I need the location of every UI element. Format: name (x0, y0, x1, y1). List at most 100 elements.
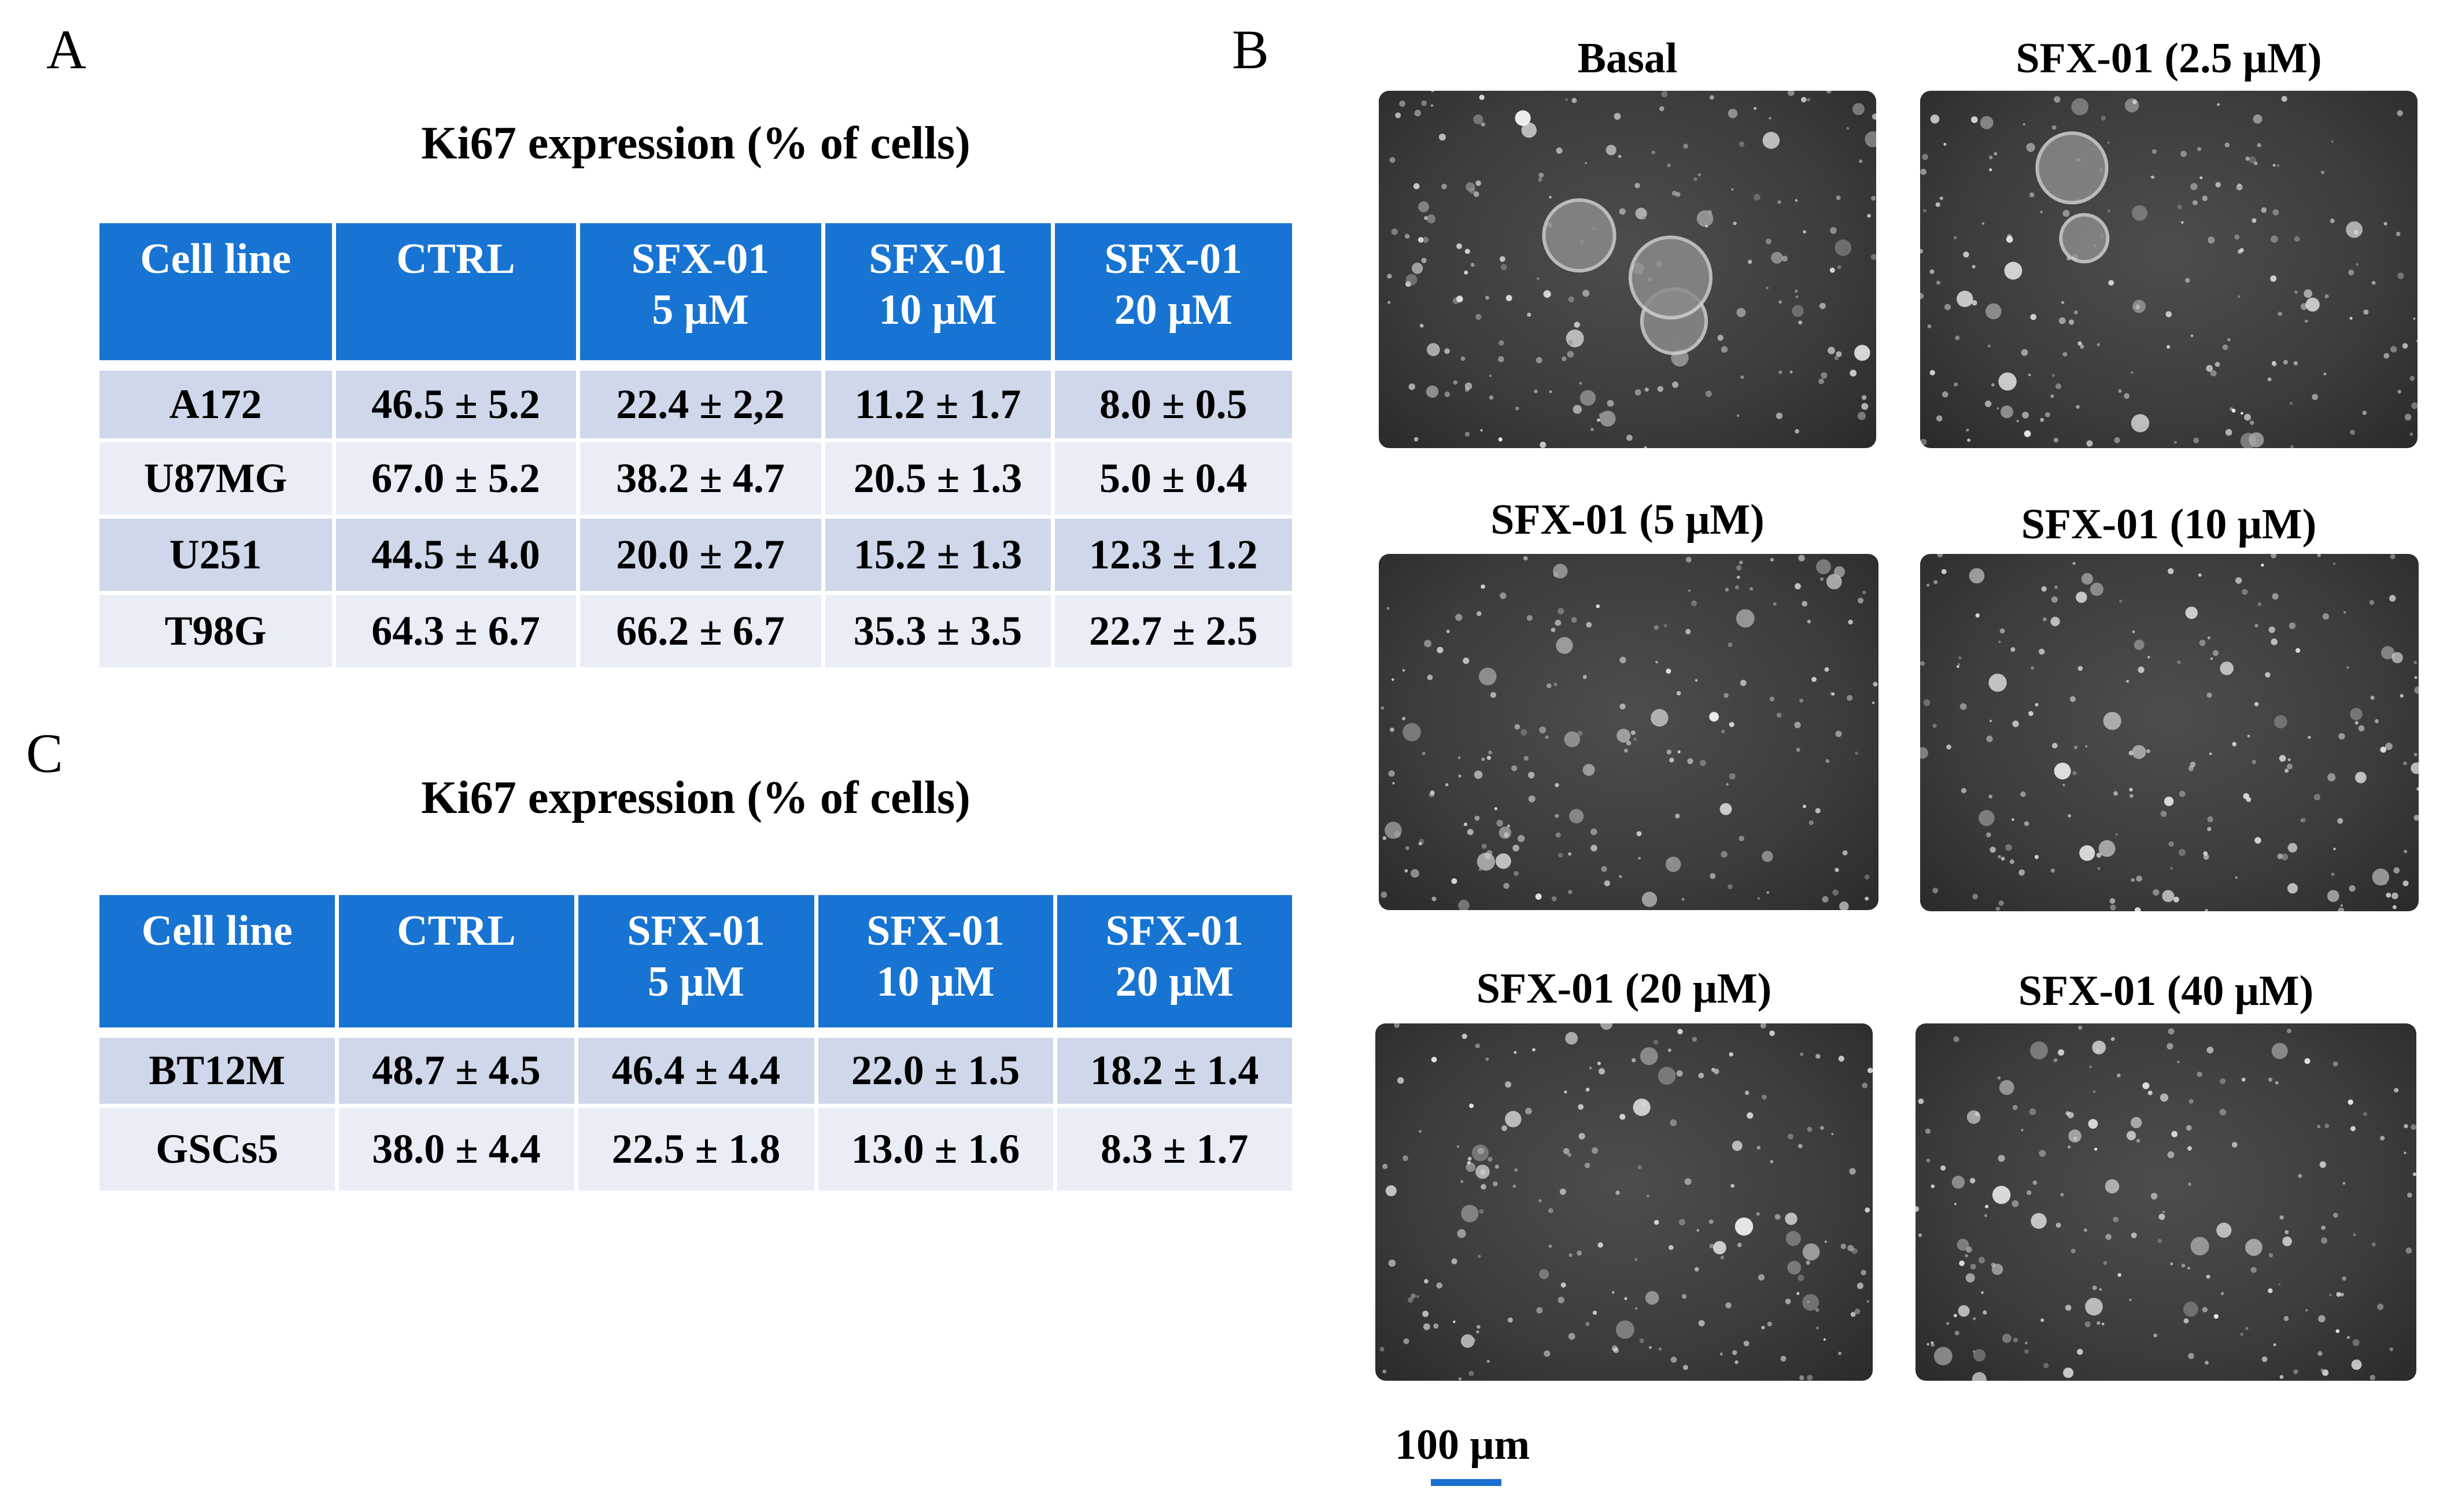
cell-speck (1663, 623, 1667, 628)
cell-speck (1479, 1209, 1484, 1214)
cell-speck (2030, 1041, 2048, 1060)
cell-speck (1857, 1282, 1863, 1289)
cell-speck (1492, 1181, 1498, 1186)
cell-speck (1475, 313, 1482, 320)
cell-speck (1389, 157, 1396, 163)
cell-speck (1959, 703, 1967, 710)
cell-speck (2240, 1333, 2243, 1336)
cell-speck (2065, 1304, 2072, 1311)
cell-speck (1925, 1128, 1931, 1134)
cell-speck (2231, 408, 2236, 413)
cell-speck (1392, 678, 1394, 681)
cell-speck (2103, 712, 2121, 730)
cell-speck (1998, 900, 2004, 906)
cell-speck (2077, 666, 2083, 671)
cell-speck (1565, 1032, 1578, 1045)
cell-speck (2097, 343, 2101, 346)
cell-speck (1963, 252, 1969, 258)
cell-speck (1822, 896, 1829, 903)
cell-speck (1834, 356, 1839, 360)
cell-speck (2272, 593, 2279, 600)
cell-speck (2167, 1151, 2175, 1159)
cell-speck (2380, 746, 2387, 753)
table-cell: U251 (99, 516, 336, 595)
cell-speck (1990, 846, 1996, 853)
cell-speck (2188, 1352, 2194, 1359)
cell-speck (2231, 1142, 2238, 1148)
cell-speck (1612, 1291, 1615, 1294)
cell-speck (2372, 868, 2389, 886)
cell-speck (1574, 321, 1580, 328)
cell-speck (1965, 1254, 1969, 1258)
cell-speck (1713, 1069, 1719, 1074)
cell-speck (2370, 1374, 2375, 1381)
cell-speck (1865, 1207, 1870, 1213)
cell-speck (1460, 356, 1466, 361)
cell-speck (2050, 616, 2060, 626)
cell-speck (1972, 265, 1976, 269)
cell-speck (1556, 637, 1573, 654)
cell-speck (1747, 1112, 1754, 1119)
cell-speck (1567, 350, 1574, 358)
cell-speck (2185, 278, 2190, 283)
cell-speck (1931, 1343, 1935, 1347)
cell-speck (1991, 1263, 2003, 1276)
cell-speck (1818, 378, 1824, 385)
table-cell: 38.2 ± 4.7 (578, 440, 825, 519)
cell-speck (2202, 195, 2208, 201)
cell-speck (1478, 1255, 1481, 1258)
micrograph-label-10um: SFX-01 (10 μM) (2021, 501, 2317, 548)
cell-speck (1807, 1374, 1813, 1381)
cell-speck (2254, 702, 2259, 707)
cell-speck (2058, 1049, 2065, 1056)
spheroid (1542, 198, 1616, 273)
cell-speck (1469, 187, 1476, 194)
cell-speck (1651, 709, 1669, 727)
cell-speck (1547, 683, 1552, 689)
cell-speck (1555, 832, 1561, 838)
cell-speck (1424, 216, 1428, 220)
cell-speck (1592, 1147, 1599, 1154)
cell-speck (1512, 844, 1519, 852)
cell-speck (2197, 147, 2202, 151)
cell-speck (1736, 308, 1746, 317)
cell-speck (1725, 587, 1729, 592)
cell-speck (1659, 106, 1664, 112)
cell-speck (1488, 751, 1492, 755)
cell-speck (2162, 890, 2175, 903)
cell-speck (1619, 1114, 1626, 1120)
cell-speck (2022, 412, 2029, 419)
cell-speck (2198, 573, 2202, 577)
cell-speck (1820, 577, 1824, 581)
cell-speck (1826, 91, 1832, 94)
cell-speck (2079, 845, 2095, 861)
cell-speck (2330, 218, 2335, 223)
cell-speck (1548, 1244, 1552, 1248)
cell-speck (1544, 1350, 1551, 1357)
cell-speck (1858, 597, 1864, 604)
cell-speck (1926, 1343, 1929, 1346)
cell-speck (1789, 370, 1793, 374)
cell-speck (1671, 191, 1677, 196)
cell-speck (2320, 1368, 2324, 1372)
cell-speck (1953, 1036, 1959, 1042)
cell-speck (1624, 1297, 1627, 1300)
cell-speck (2076, 405, 2080, 409)
cell-speck (1642, 216, 1646, 220)
cell-speck (1920, 293, 1924, 300)
cell-speck (2404, 413, 2412, 421)
table-cell: 20.5 ± 1.3 (823, 440, 1055, 519)
cell-speck (1385, 1185, 1397, 1196)
cell-speck (2081, 573, 2093, 585)
table-cell: 15.2 ± 1.3 (823, 516, 1055, 595)
table-a-title: Ki67 expression (% of cells) (421, 118, 970, 169)
panel-label-a: A (46, 19, 87, 80)
cell-speck (1478, 868, 1482, 871)
cell-speck (1802, 601, 1808, 607)
cell-speck (2350, 708, 2363, 720)
cell-speck (2332, 563, 2336, 565)
cell-speck (1685, 556, 1692, 563)
cell-speck (2055, 383, 2062, 390)
cell-speck (2273, 715, 2287, 729)
cell-speck (1998, 1155, 2005, 1162)
